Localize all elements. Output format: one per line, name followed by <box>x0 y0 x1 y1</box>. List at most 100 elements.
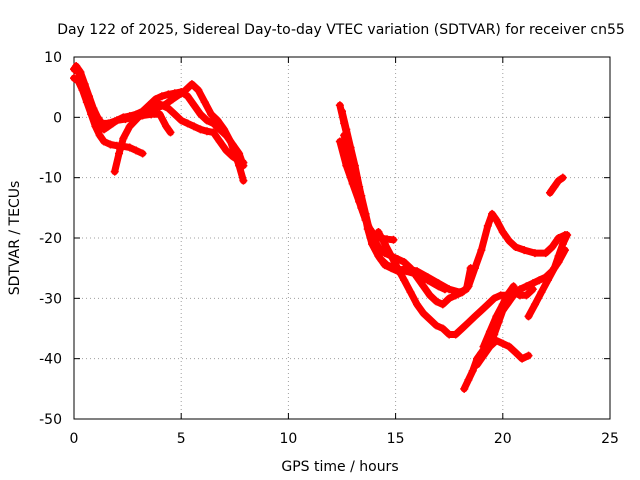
data-point-marker <box>342 125 351 134</box>
data-point-marker <box>488 209 497 218</box>
data-point-marker <box>80 80 89 89</box>
x-tick-label: 15 <box>387 431 405 447</box>
data-point-marker <box>483 300 492 309</box>
data-point-marker <box>164 90 173 99</box>
data-point-marker <box>458 288 467 297</box>
data-point-marker <box>91 122 100 131</box>
data-point-marker <box>187 80 196 89</box>
data-point-marker <box>190 122 199 131</box>
data-point-marker <box>468 366 477 375</box>
data-point-marker <box>558 173 567 182</box>
data-point-marker <box>348 179 357 188</box>
data-point-marker <box>554 252 563 261</box>
data-point-marker <box>445 285 454 294</box>
series-arc-m <box>479 282 518 351</box>
data-point-marker <box>112 116 121 125</box>
data-point-marker <box>464 318 473 327</box>
data-point-marker <box>543 276 552 285</box>
data-point-marker <box>400 276 409 285</box>
x-tick-label: 25 <box>601 431 619 447</box>
y-tick-label: -50 <box>39 412 62 428</box>
data-point-marker <box>406 264 415 273</box>
series-arc-i <box>335 137 569 309</box>
x-tick-label: 10 <box>279 431 297 447</box>
data-point-marker <box>545 188 554 197</box>
data-point-marker <box>115 149 124 158</box>
data-point-marker <box>138 149 147 158</box>
data-point-marker <box>530 249 539 258</box>
data-point-marker <box>423 273 432 282</box>
data-point-marker <box>119 134 128 143</box>
data-point-marker <box>177 89 186 98</box>
data-point-marker <box>425 315 434 324</box>
series-trace <box>72 62 174 136</box>
data-point-marker <box>451 291 460 300</box>
data-point-marker <box>558 240 567 249</box>
data-point-marker <box>548 243 557 252</box>
data-point-marker <box>110 167 119 176</box>
chart-title: Day 122 of 2025, Sidereal Day-to-day VTE… <box>57 22 625 38</box>
data-point-marker <box>355 197 364 206</box>
data-point-marker <box>438 324 447 333</box>
data-point-marker <box>95 131 104 140</box>
data-point-marker <box>522 291 531 300</box>
data-point-marker <box>142 108 151 117</box>
data-point-marker <box>464 282 473 291</box>
data-point-marker <box>164 104 173 113</box>
data-point-marker <box>511 243 520 252</box>
data-point-marker <box>183 92 192 101</box>
data-point-marker <box>505 237 514 246</box>
data-point-marker <box>492 336 501 345</box>
data-point-marker <box>239 176 248 185</box>
data-point-marker <box>361 215 370 224</box>
series-trace <box>336 138 569 308</box>
series-arc-o <box>545 173 567 197</box>
data-point-marker <box>335 101 344 110</box>
y-tick-label: 10 <box>44 50 62 66</box>
data-point-marker <box>479 342 488 351</box>
data-point-marker <box>177 116 186 125</box>
data-point-marker <box>89 104 98 113</box>
x-axis-label: GPS time / hours <box>281 459 398 475</box>
data-point-marker <box>530 300 539 309</box>
data-point-marker <box>498 227 507 236</box>
data-point-marker <box>492 215 501 224</box>
data-point-marker <box>477 306 486 315</box>
data-point-marker <box>413 300 422 309</box>
data-point-marker <box>338 107 346 116</box>
data-point-marker <box>413 273 422 282</box>
data-point-marker <box>157 92 166 101</box>
data-point-marker <box>121 115 130 124</box>
data-point-marker <box>524 312 533 321</box>
data-point-marker <box>157 101 166 110</box>
data-point-marker <box>515 285 524 294</box>
data-point-marker <box>380 240 389 249</box>
data-point-marker <box>535 276 544 285</box>
data-point-marker <box>483 221 492 230</box>
data-point-marker <box>239 158 248 167</box>
data-point-marker <box>215 137 224 146</box>
data-point-marker <box>235 156 244 165</box>
data-point-marker <box>511 348 520 357</box>
data-point-marker <box>522 282 531 291</box>
data-point-marker <box>503 291 512 300</box>
data-point-marker <box>419 309 428 318</box>
data-point-marker <box>541 249 550 258</box>
data-point-marker <box>222 146 231 155</box>
data-point-marker <box>470 264 479 273</box>
data-point-marker <box>505 342 514 351</box>
data-point-marker <box>490 294 499 303</box>
series-trace <box>546 174 567 197</box>
data-point-marker <box>554 234 563 242</box>
x-tick-label: 20 <box>494 431 512 447</box>
data-point-marker <box>104 119 113 128</box>
data-point-marker <box>434 279 443 288</box>
data-point-marker <box>194 86 203 95</box>
data-point-marker <box>458 324 467 333</box>
axis-ticks <box>73 56 611 420</box>
data-point-marker <box>537 288 546 297</box>
data-point-marker <box>181 86 190 95</box>
data-point-marker <box>550 182 559 191</box>
data-point-marker <box>524 351 533 360</box>
data-point-marker <box>380 261 389 270</box>
